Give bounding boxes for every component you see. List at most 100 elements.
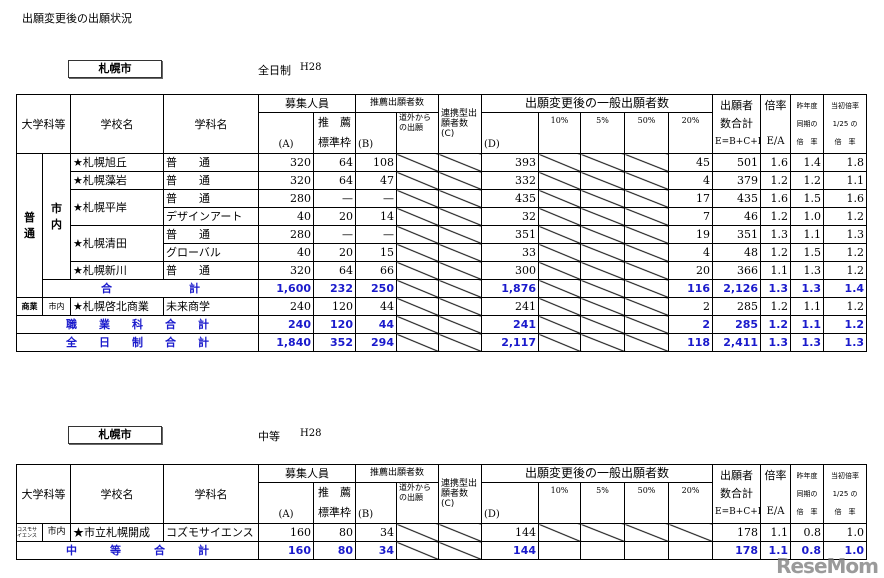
header-total: 出願者 数合計 E=B+C+D <box>712 464 762 524</box>
rec-quota: 20 <box>313 207 356 226</box>
general-d: 332 <box>481 171 540 190</box>
last-year-ratio: 1.5 <box>790 243 825 262</box>
ratio: 1.1 <box>760 261 792 280</box>
page-title: 出願変更後の出願状況 <box>22 12 132 25</box>
rec-quota: 352 <box>313 333 356 352</box>
header-line: 20% <box>681 116 700 125</box>
rec-quota: 20 <box>313 243 356 262</box>
last-year-ratio: 1.1 <box>790 225 825 244</box>
area-cell: 市内 <box>42 297 71 316</box>
dept-name: 未来商学 <box>163 297 259 316</box>
p5-diag <box>580 207 626 226</box>
header-rec-applicants: 推薦出願者数 <box>354 464 440 483</box>
p5-diag <box>580 225 626 244</box>
header-line: 倍 率 <box>834 138 856 146</box>
outside-diag <box>395 243 440 262</box>
total-e: 501 <box>712 153 762 172</box>
rec-quota: 232 <box>313 279 356 298</box>
capacity-a: 320 <box>258 171 314 190</box>
total-e: 48 <box>712 243 762 262</box>
header-p10: 10% <box>538 482 582 524</box>
initial-ratio: 1.2 <box>823 207 868 226</box>
p5-diag <box>580 189 626 208</box>
capacity-a: 320 <box>258 261 314 280</box>
header-line: 5% <box>596 486 609 495</box>
header-total: 出願者 数合計 E=B+C+D <box>712 94 762 154</box>
school-name: ★札幌藻岩 <box>70 171 164 190</box>
ratio: 1.3 <box>760 333 792 352</box>
empty-cell <box>538 541 582 560</box>
initial-ratio: 1.2 <box>823 243 868 262</box>
general-d: 1,876 <box>481 279 540 298</box>
initial-ratio: 1.1 <box>823 171 868 190</box>
header-line: 5% <box>596 116 609 125</box>
capacity-a: 40 <box>258 207 314 226</box>
header-row: 大学科等 学校名 学科名 募集人員 推薦出願者数 連携型出願者数(C) 出願変更後の一般出願… <box>16 464 868 524</box>
header-line: 当初倍率 <box>831 102 860 110</box>
category-cell: コスモサイエンス <box>16 523 43 542</box>
header-category: 大学科等 <box>16 464 71 524</box>
header-line: 当初倍率 <box>831 472 860 480</box>
capacity-a: 160 <box>258 541 314 560</box>
initial-ratio: 1.4 <box>823 279 868 298</box>
rec-applicants-b: 14 <box>355 207 397 226</box>
p50-diag <box>624 243 670 262</box>
table-row: 商業 市内 ★札幌啓北商業 未来商学 240 120 44 241 2 285 1.2 1.1 1.2 <box>16 297 868 316</box>
header-line: 倍 率 <box>796 508 818 516</box>
school-name: ★札幌平岸 <box>70 189 164 226</box>
rec-applicants-b: 34 <box>355 541 397 560</box>
header-line: 数合計 <box>720 487 754 500</box>
dept-name: 普 通 <box>163 153 259 172</box>
header-p5: 5% <box>580 482 626 524</box>
linked-diag <box>438 189 483 208</box>
city-label: 札幌市 <box>68 426 162 444</box>
secondary-total-label: 中 等 合 計 <box>16 541 259 560</box>
initial-ratio: 1.3 <box>823 333 868 352</box>
rec-applicants-b: 47 <box>355 171 397 190</box>
outside-diag <box>395 207 440 226</box>
rec-quota: 120 <box>313 297 356 316</box>
general-d: 2,117 <box>481 333 540 352</box>
rec-applicants-b: 15 <box>355 243 397 262</box>
school-type: 全日制 <box>258 64 291 77</box>
last-year-ratio: 1.3 <box>790 333 825 352</box>
linked-diag <box>438 171 483 190</box>
linked-diag <box>438 243 483 262</box>
header-school: 学校名 <box>70 94 164 154</box>
general-d: 241 <box>481 315 540 334</box>
total-e: 178 <box>712 541 762 560</box>
p50-diag <box>624 171 670 190</box>
rec-quota: 120 <box>313 315 356 334</box>
p50-diag <box>624 279 670 298</box>
header-line: 倍率 <box>764 469 787 482</box>
rec-quota: 64 <box>313 261 356 280</box>
header-general: 出願変更後の一般出願者数 <box>481 94 714 113</box>
header-line: 出願者 <box>720 99 754 112</box>
outside-diag <box>395 297 440 316</box>
school-name: ★札幌旭丘 <box>70 153 164 172</box>
rec-applicants-b: 34 <box>355 523 397 542</box>
ratio: 1.3 <box>760 279 792 298</box>
p50-diag <box>624 261 670 280</box>
header-line: (D) <box>484 138 500 150</box>
capacity-a: 280 <box>258 189 314 208</box>
header-line: 倍 率 <box>834 508 856 516</box>
p5-diag <box>580 333 626 352</box>
header-a: (A) <box>258 112 314 154</box>
category-cell: 商業 <box>16 297 43 316</box>
header-line: 50% <box>637 116 656 125</box>
header-p50: 50% <box>624 482 670 524</box>
header-line: 出願者 <box>720 469 754 482</box>
header-last-year: 昨年度 同期の倍 率 <box>790 94 825 154</box>
school-name: ★札幌啓北商業 <box>70 297 164 316</box>
initial-ratio: 1.8 <box>823 153 868 172</box>
p50-diag <box>624 523 670 542</box>
table-row: ★札幌清田普 通 280— —351 19 351 1.3 1.1 1.3 <box>17 225 868 262</box>
p20-count: 118 <box>668 333 714 352</box>
grand-total-label: 全 日 制 合 計 <box>16 333 259 352</box>
p50-diag <box>624 333 670 352</box>
header-general: 出願変更後の一般出願者数 <box>481 464 714 483</box>
school-name: ★札幌清田 <box>70 225 164 262</box>
linked-diag <box>438 541 483 560</box>
header-rec-applicants: 推薦出願者数 <box>354 94 440 113</box>
